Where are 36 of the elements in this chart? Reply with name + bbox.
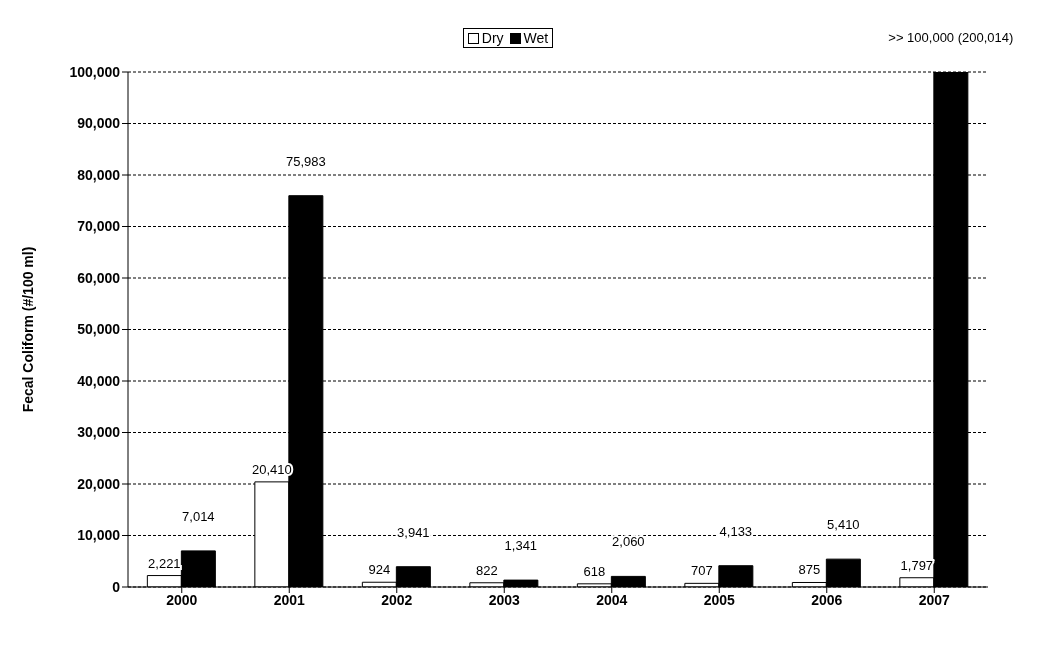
data-label: 7,014 bbox=[182, 508, 215, 524]
data-label: 1,341 bbox=[504, 538, 538, 554]
legend-label: Wet bbox=[523, 30, 549, 46]
data-label: 2,221 bbox=[148, 555, 181, 571]
y-tick-label: 100,000 bbox=[69, 63, 121, 80]
data-label: 875 bbox=[798, 562, 821, 578]
data-label: 1,797 bbox=[900, 557, 934, 573]
y-tick-label: 60,000 bbox=[77, 269, 121, 286]
x-tick-label: 2007 bbox=[918, 591, 951, 608]
x-tick-label: 2001 bbox=[273, 591, 306, 608]
x-tick-label: 2002 bbox=[381, 591, 413, 608]
data-label: 2,060 bbox=[612, 534, 645, 550]
y-tick-label: 40,000 bbox=[77, 372, 121, 389]
data-label: 822 bbox=[476, 562, 498, 578]
y-tick-label: 0 bbox=[112, 578, 121, 595]
y-tick-label: 90,000 bbox=[77, 115, 121, 132]
data-label: >> 100,000 (200,014) bbox=[888, 30, 1014, 45]
data-label: 75,983 bbox=[285, 153, 326, 169]
x-tick-label: 2000 bbox=[166, 591, 198, 608]
data-label: 5,410 bbox=[827, 517, 860, 533]
y-axis-title: Fecal Coliform (#/100 ml) bbox=[19, 246, 36, 413]
x-tick-label: 2004 bbox=[596, 591, 628, 608]
y-tick-label: 80,000 bbox=[77, 166, 121, 183]
data-label: 924 bbox=[368, 562, 391, 578]
legend-label: Dry bbox=[481, 30, 504, 46]
x-tick-label: 2003 bbox=[488, 591, 521, 608]
y-tick-label: 20,000 bbox=[77, 475, 121, 492]
data-label: 3,941 bbox=[397, 524, 430, 540]
x-tick-label: 2006 bbox=[811, 591, 843, 608]
y-tick-label: 50,000 bbox=[77, 321, 121, 338]
x-tick-label: 2005 bbox=[703, 591, 736, 608]
y-tick-label: 10,000 bbox=[77, 527, 121, 544]
data-label: 707 bbox=[691, 563, 713, 579]
data-label: 618 bbox=[583, 563, 606, 579]
y-tick-label: 30,000 bbox=[77, 424, 121, 441]
y-tick-label: 70,000 bbox=[77, 218, 121, 235]
